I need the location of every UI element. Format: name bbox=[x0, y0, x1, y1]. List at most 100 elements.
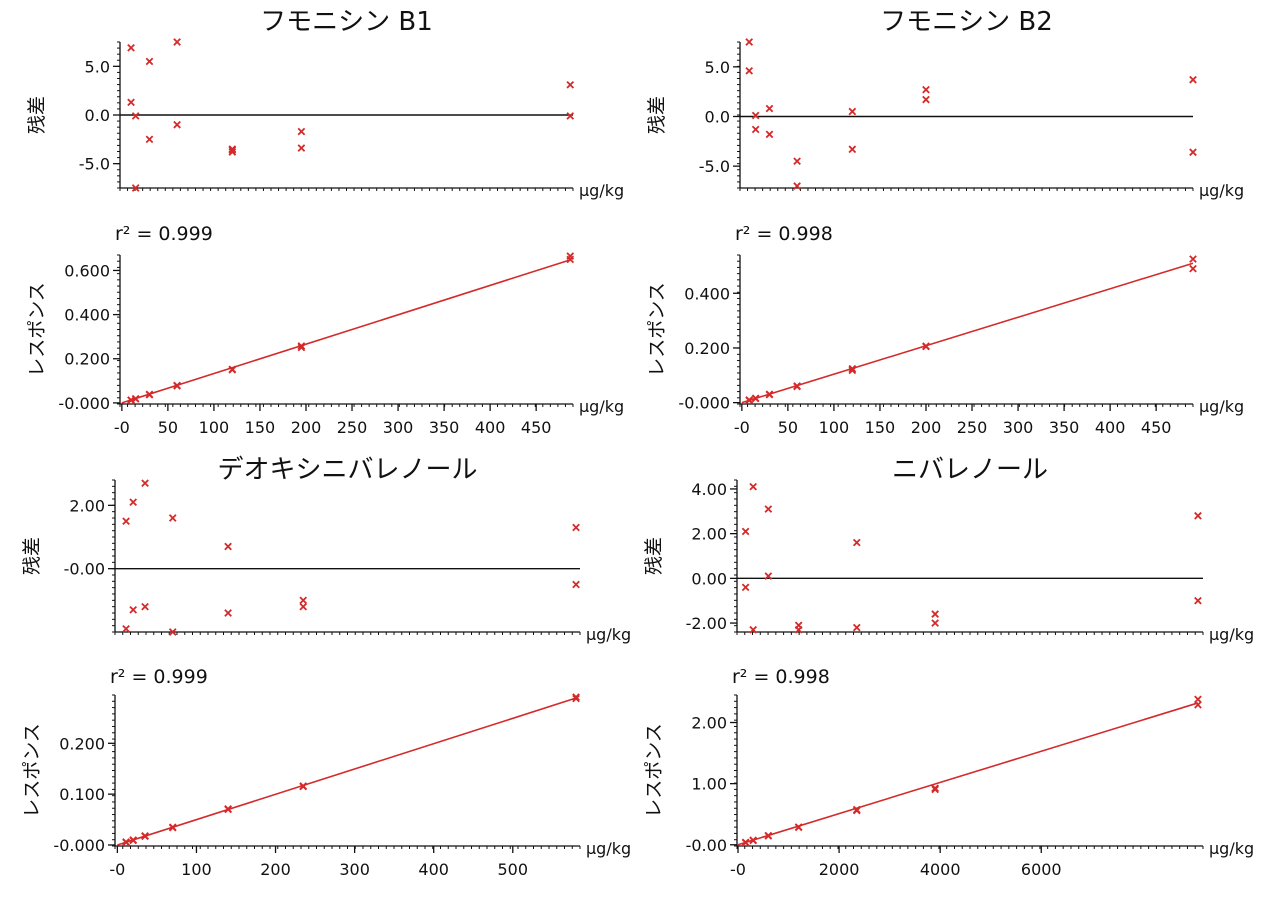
residual-point bbox=[1189, 75, 1197, 84]
residual-point bbox=[745, 66, 754, 75]
y-axis-title: レスポンス bbox=[26, 282, 48, 377]
y-tick-label: 0.0 bbox=[705, 107, 730, 126]
y-tick-label: 0.100 bbox=[59, 785, 105, 804]
residual-point bbox=[131, 112, 140, 120]
x-tick-label: 300 bbox=[1003, 418, 1034, 437]
panel-title: フモニシン B2 bbox=[880, 7, 1053, 37]
panel-3: デオキシニバレノール -0.00 2.00 μg/kg 残差 r² = 0.999 -0.0… bbox=[21, 455, 631, 879]
residual-point bbox=[922, 95, 930, 104]
y-tick-label: 0.200 bbox=[59, 734, 105, 753]
panel-1: フモニシン B1 -5.0 0.0 5.0 μg/kg 残差 r² = 0.999 -0.00… bbox=[26, 7, 624, 437]
residual-point bbox=[168, 514, 177, 522]
residual-point bbox=[741, 527, 750, 536]
residual-point bbox=[141, 479, 149, 488]
calibration-point bbox=[931, 785, 939, 794]
x-tick-label: 6000 bbox=[1021, 860, 1062, 879]
residual-point bbox=[145, 57, 154, 66]
calibration-point bbox=[794, 823, 803, 832]
y-tick-label: -2.00 bbox=[686, 614, 727, 633]
y-tick-label: 0.400 bbox=[64, 306, 110, 325]
residual-point bbox=[297, 144, 306, 152]
residual-point bbox=[793, 182, 801, 190]
residual-point bbox=[1189, 148, 1197, 157]
x-tick-label: 100 bbox=[199, 418, 230, 437]
x-tick-label: 300 bbox=[383, 418, 414, 437]
residual-point bbox=[794, 625, 803, 634]
x-tick-label: 250 bbox=[337, 418, 368, 437]
residual-point bbox=[922, 85, 930, 94]
y-tick-label: 5.0 bbox=[85, 57, 110, 76]
x-tick-label: 250 bbox=[957, 418, 988, 437]
x-unit-label: μg/kg bbox=[586, 839, 631, 858]
residual-point bbox=[1194, 511, 1202, 520]
regression-line bbox=[117, 697, 577, 846]
y-tick-label: 2.00 bbox=[69, 496, 105, 515]
calibration-point bbox=[168, 823, 177, 832]
residual-point bbox=[749, 482, 758, 491]
calibration-point bbox=[852, 806, 861, 815]
residual-point bbox=[751, 111, 760, 120]
y-tick-label: 5.0 bbox=[705, 58, 730, 77]
calibration-point bbox=[741, 838, 750, 847]
residual-point bbox=[572, 580, 580, 589]
y-axis-title: 残差 bbox=[21, 537, 43, 575]
residual-point bbox=[297, 127, 306, 136]
y-tick-label: 2.00 bbox=[691, 714, 727, 733]
residual-point bbox=[572, 523, 580, 532]
y-tick-label: -5.0 bbox=[699, 157, 730, 176]
y-axis-title: 残差 bbox=[646, 96, 668, 134]
residual-point bbox=[168, 628, 177, 636]
residual-point bbox=[131, 184, 140, 192]
residual-point bbox=[173, 38, 181, 46]
panel-title: ニバレノール bbox=[892, 455, 1048, 485]
calibration-point bbox=[129, 836, 138, 845]
calibration-point bbox=[922, 342, 930, 351]
y-tick-label: -5.0 bbox=[79, 155, 110, 174]
x-tick-label: 4000 bbox=[920, 860, 961, 879]
x-tick-label: 200 bbox=[291, 418, 322, 437]
x-tick-label: 50 bbox=[778, 418, 798, 437]
calibration-point bbox=[131, 395, 140, 403]
r-squared-label: r² = 0.998 bbox=[735, 223, 833, 245]
x-tick-label: -0 bbox=[734, 418, 750, 437]
x-unit-label: μg/kg bbox=[1209, 625, 1254, 644]
y-tick-label: 0.600 bbox=[64, 261, 110, 280]
y-tick-label: 0.200 bbox=[64, 350, 110, 369]
calibration-point bbox=[228, 365, 237, 374]
calibration-point bbox=[765, 390, 774, 399]
residual-point bbox=[566, 112, 575, 120]
residual-point bbox=[1194, 596, 1202, 605]
calibration-point bbox=[145, 390, 154, 399]
y-tick-label: -0.000 bbox=[678, 394, 730, 413]
residual-plot: -2.00 0.00 2.00 4.00 μg/kg 残差 bbox=[643, 479, 1254, 644]
x-tick-label: 200 bbox=[260, 860, 291, 879]
x-unit-label: μg/kg bbox=[1209, 839, 1254, 858]
residual-point bbox=[299, 602, 308, 611]
calibration-point bbox=[764, 832, 773, 840]
residual-point bbox=[793, 157, 801, 166]
residual-point bbox=[299, 596, 308, 605]
calibration-point bbox=[572, 693, 580, 701]
calibration-point bbox=[749, 836, 758, 845]
residual-point bbox=[127, 44, 135, 52]
x-tick-label: 50 bbox=[158, 418, 178, 437]
calibration-point bbox=[745, 396, 754, 405]
x-unit-label: μg/kg bbox=[1199, 397, 1244, 416]
residual-point bbox=[129, 498, 138, 507]
y-tick-label: 4.00 bbox=[691, 480, 727, 499]
r-squared-label: r² = 0.998 bbox=[732, 666, 830, 688]
residual-plot: -5.0 0.0 5.0 μg/kg 残差 bbox=[26, 38, 624, 200]
y-tick-label: -0.00 bbox=[686, 836, 727, 855]
y-tick-label: -0.000 bbox=[58, 394, 110, 413]
x-tick-label: 100 bbox=[819, 418, 850, 437]
x-unit-label: μg/kg bbox=[1199, 181, 1244, 200]
residual-plot: -0.00 2.00 μg/kg 残差 bbox=[21, 479, 631, 644]
x-tick-label: -0 bbox=[109, 860, 125, 879]
residual-point bbox=[848, 107, 857, 116]
r-squared-label: r² = 0.999 bbox=[115, 223, 213, 245]
residual-plot: -5.0 0.0 5.0 μg/kg 残差 bbox=[646, 38, 1244, 200]
residual-point bbox=[741, 583, 750, 592]
residual-point bbox=[224, 609, 232, 617]
y-axis-title: レスポンス bbox=[21, 723, 43, 818]
x-tick-label: 200 bbox=[911, 418, 942, 437]
